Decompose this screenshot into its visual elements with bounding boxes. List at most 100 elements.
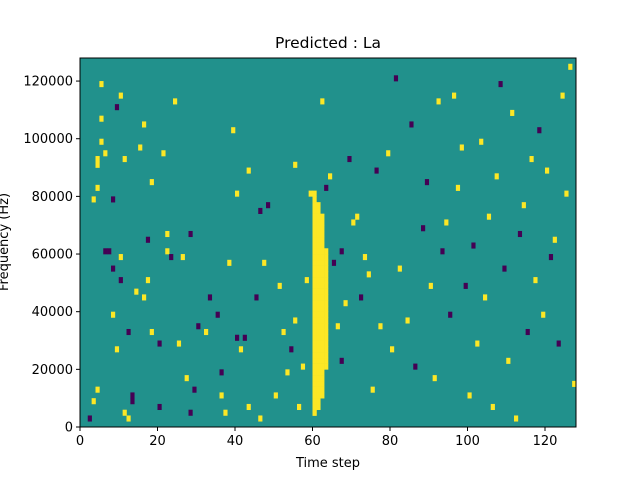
- heatmap-cell: [320, 357, 325, 364]
- heatmap-cell: [312, 305, 317, 312]
- heatmap-cell: [351, 219, 356, 226]
- heatmap-cell: [552, 236, 557, 243]
- y-tick-label: 0: [65, 421, 73, 436]
- heatmap-cell: [324, 317, 329, 324]
- heatmap-cell: [316, 392, 321, 399]
- heatmap-cell: [355, 213, 360, 220]
- heatmap-cell: [165, 230, 170, 238]
- heatmap-cell: [126, 415, 131, 422]
- heatmap-cell: [227, 259, 232, 266]
- heatmap-cell: [312, 196, 317, 203]
- heatmap-cell: [316, 202, 321, 209]
- heatmap-cell: [316, 300, 321, 307]
- heatmap-cell: [145, 236, 151, 243]
- heatmap-cell: [95, 184, 100, 191]
- heatmap-cell: [161, 150, 166, 157]
- heatmap-cell: [192, 386, 197, 393]
- heatmap-cell: [324, 300, 329, 307]
- heatmap-cell: [312, 369, 317, 376]
- x-axis-label: Time step: [295, 456, 360, 471]
- heatmap-cell: [312, 317, 317, 324]
- heatmap-cell: [320, 265, 325, 272]
- heatmap-cell: [111, 265, 116, 272]
- heatmap-cell: [246, 167, 251, 174]
- heatmap-cell: [320, 369, 325, 376]
- heatmap-cell: [87, 415, 92, 422]
- heatmap-cell: [312, 282, 317, 289]
- heatmap-cell: [320, 230, 325, 238]
- heatmap-cell: [316, 248, 321, 255]
- heatmap-cell: [165, 248, 170, 255]
- heatmap-cell: [300, 363, 306, 370]
- heatmap-cell: [312, 254, 317, 261]
- heatmap-cell: [238, 346, 244, 353]
- heatmap-cell: [362, 254, 368, 261]
- heatmap-cell: [91, 398, 96, 405]
- heatmap-cell: [432, 375, 437, 382]
- heatmap-cell: [312, 386, 317, 393]
- heatmap-cell: [448, 311, 453, 318]
- heatmap-cell: [320, 271, 325, 278]
- heatmap-cell: [312, 236, 317, 243]
- plot-frame: [79, 57, 577, 428]
- heatmap-cell: [409, 121, 414, 128]
- heatmap-cell: [312, 202, 317, 209]
- heatmap-cell: [312, 352, 317, 359]
- heatmap-cell: [157, 340, 162, 347]
- heatmap-cell: [316, 380, 321, 387]
- heatmap-cell: [312, 375, 317, 382]
- heatmap-cell: [324, 271, 329, 278]
- heatmap-cell: [347, 156, 352, 163]
- heatmap-cell: [316, 242, 321, 249]
- heatmap-cell: [324, 254, 329, 261]
- heatmap-cell: [99, 138, 104, 145]
- heatmap-cell: [95, 156, 100, 163]
- heatmap-cell: [370, 386, 375, 393]
- heatmap-cell: [316, 277, 321, 284]
- heatmap-cell: [118, 277, 123, 284]
- heatmap-cell: [111, 311, 116, 318]
- heatmap-cell: [324, 352, 329, 359]
- heatmap-cell: [312, 225, 317, 232]
- heatmap-cell: [320, 259, 325, 266]
- heatmap-cell: [316, 363, 321, 370]
- heatmap-cell: [316, 375, 321, 382]
- heatmap-cell: [103, 248, 108, 255]
- heatmap-cell: [316, 334, 321, 341]
- heatmap-cell: [324, 323, 329, 330]
- heatmap-cell: [312, 300, 317, 307]
- heatmap-cell: [142, 294, 147, 301]
- heatmap-cells: [80, 58, 577, 427]
- heatmap-cell: [312, 207, 317, 214]
- heatmap-cell: [118, 254, 123, 261]
- heatmap-cell: [320, 288, 325, 295]
- heatmap-cell: [572, 380, 577, 387]
- heatmap-cell: [413, 363, 418, 370]
- heatmap-cell: [254, 294, 259, 301]
- heatmap-cell: [463, 282, 468, 289]
- heatmap-cell: [312, 230, 317, 238]
- heatmap-cell: [312, 398, 317, 405]
- y-axis-label: Frequency (Hz): [0, 193, 12, 291]
- x-tick-label: 0: [76, 434, 84, 449]
- x-tick-label: 80: [382, 434, 399, 449]
- heatmap-cell: [320, 311, 325, 318]
- heatmap-cell: [312, 190, 317, 197]
- heatmap-cell: [207, 294, 213, 301]
- heatmap-cell: [390, 346, 395, 353]
- heatmap-cell: [324, 363, 329, 370]
- heatmap-cell: [506, 357, 511, 364]
- heatmap-cell: [142, 121, 147, 128]
- heatmap-cell: [324, 277, 329, 284]
- heatmap-cell: [320, 300, 325, 307]
- heatmap-cell: [316, 369, 321, 376]
- heatmap-cell: [320, 248, 325, 255]
- heatmap-cell: [320, 380, 325, 387]
- heatmap-cell: [95, 386, 100, 393]
- heatmap-cell: [471, 242, 476, 249]
- heatmap-cell: [114, 346, 120, 353]
- heatmap-cell: [91, 196, 96, 203]
- heatmap-cell: [397, 265, 402, 272]
- heatmap-cell: [328, 173, 333, 180]
